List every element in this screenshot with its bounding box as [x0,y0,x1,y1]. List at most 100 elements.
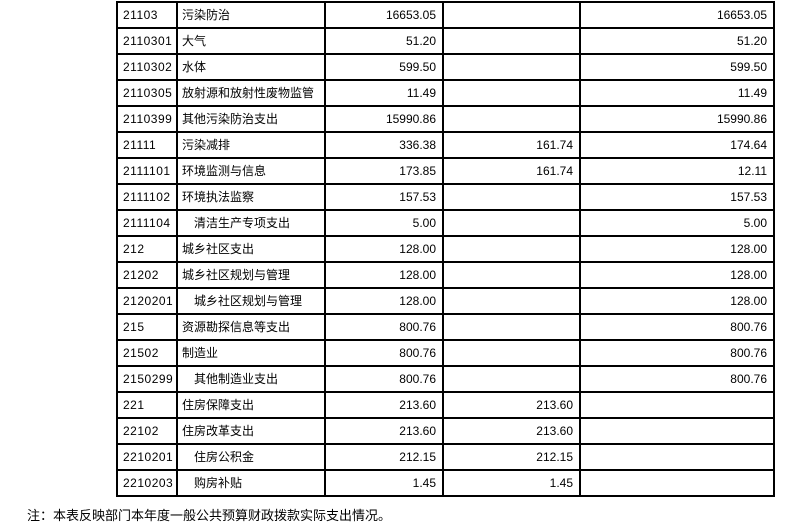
amount2-cell: 1.45 [442,469,581,497]
code-cell: 2150299 [116,365,178,393]
name-cell: 购房补贴 [176,469,326,497]
code-cell: 2110399 [116,105,178,133]
amount2-cell [442,53,581,81]
name-cell: 水体 [176,53,326,81]
amount3-cell: 128.00 [579,261,775,289]
amount1-cell: 11.49 [324,79,444,107]
amount3-cell: 800.76 [579,339,775,367]
amount2-cell [442,261,581,289]
amount2-cell: 213.60 [442,417,581,445]
code-cell: 215 [116,313,178,341]
name-cell: 环境监测与信息 [176,157,326,185]
amount2-cell [442,365,581,393]
amount1-cell: 173.85 [324,157,444,185]
amount1-cell: 15990.86 [324,105,444,133]
table-row: 2150299 其他制造业支出 800.76 800.76 [116,365,775,393]
amount1-cell: 212.15 [324,443,444,471]
code-cell: 21502 [116,339,178,367]
amount3-cell: 800.76 [579,365,775,393]
table-row: 2111101 环境监测与信息 173.85 161.74 12.11 [116,157,775,185]
table-row: 221 住房保障支出 213.60 213.60 [116,391,775,419]
name-cell: 放射源和放射性废物监管 [176,79,326,107]
amount3-cell: 11.49 [579,79,775,107]
name-cell: 城乡社区规划与管理 [176,261,326,289]
amount3-cell: 16653.05 [579,1,775,29]
code-cell: 221 [116,391,178,419]
amount1-cell: 128.00 [324,235,444,263]
table-row: 2111102 环境执法监察 157.53 157.53 [116,183,775,211]
table-row: 21111 污染减排 336.38 161.74 174.64 [116,131,775,159]
code-cell: 2110301 [116,27,178,55]
code-cell: 2110305 [116,79,178,107]
amount3-cell [579,443,775,471]
table-note: 注：本表反映部门本年度一般公共预算财政拨款实际支出情况。 [27,508,392,523]
amount2-cell [442,79,581,107]
amount2-cell: 161.74 [442,157,581,185]
name-cell: 城乡社区规划与管理 [176,287,326,315]
amount2-cell [442,105,581,133]
code-cell: 2210201 [116,443,178,471]
amount1-cell: 5.00 [324,209,444,237]
table-row: 22102 住房改革支出 213.60 213.60 [116,417,775,445]
amount1-cell: 800.76 [324,313,444,341]
amount3-cell: 5.00 [579,209,775,237]
amount2-cell [442,339,581,367]
code-cell: 2111101 [116,157,178,185]
name-cell: 资源勘探信息等支出 [176,313,326,341]
table-row: 21502 制造业 800.76 800.76 [116,339,775,367]
amount1-cell: 1.45 [324,469,444,497]
amount3-cell: 51.20 [579,27,775,55]
amount3-cell [579,391,775,419]
budget-table: 21103 污染防治 16653.05 16653.05 2110301 大气 51.20 5… [116,1,775,497]
table-row: 2110305 放射源和放射性废物监管 11.49 11.49 [116,79,775,107]
amount1-cell: 800.76 [324,339,444,367]
amount3-cell: 157.53 [579,183,775,211]
table-row: 2110302 水体 599.50 599.50 [116,53,775,81]
amount3-cell: 128.00 [579,235,775,263]
name-cell: 其他制造业支出 [176,365,326,393]
amount3-cell: 128.00 [579,287,775,315]
amount1-cell: 599.50 [324,53,444,81]
amount2-cell [442,27,581,55]
code-cell: 21202 [116,261,178,289]
code-cell: 21103 [116,1,178,29]
name-cell: 住房保障支出 [176,391,326,419]
code-cell: 21111 [116,131,178,159]
amount2-cell [442,235,581,263]
table-row: 2110301 大气 51.20 51.20 [116,27,775,55]
table-row: 2210203 购房补贴 1.45 1.45 [116,469,775,497]
amount3-cell: 599.50 [579,53,775,81]
table-row: 2210201 住房公积金 212.15 212.15 [116,443,775,471]
amount1-cell: 800.76 [324,365,444,393]
code-cell: 2111104 [116,209,178,237]
amount2-cell [442,287,581,315]
amount3-cell: 174.64 [579,131,775,159]
amount1-cell: 128.00 [324,287,444,315]
name-cell: 城乡社区支出 [176,235,326,263]
code-cell: 2210203 [116,469,178,497]
name-cell: 住房公积金 [176,443,326,471]
table-row: 21103 污染防治 16653.05 16653.05 [116,1,775,29]
code-cell: 2111102 [116,183,178,211]
table-row: 212 城乡社区支出 128.00 128.00 [116,235,775,263]
name-cell: 清洁生产专项支出 [176,209,326,237]
name-cell: 污染防治 [176,1,326,29]
code-cell: 2120201 [116,287,178,315]
amount2-cell: 161.74 [442,131,581,159]
amount1-cell: 128.00 [324,261,444,289]
amount1-cell: 213.60 [324,417,444,445]
amount3-cell: 800.76 [579,313,775,341]
amount2-cell [442,183,581,211]
amount3-cell: 15990.86 [579,105,775,133]
code-cell: 212 [116,235,178,263]
table-row: 21202 城乡社区规划与管理 128.00 128.00 [116,261,775,289]
amount2-cell: 212.15 [442,443,581,471]
amount1-cell: 51.20 [324,27,444,55]
amount1-cell: 213.60 [324,391,444,419]
name-cell: 污染减排 [176,131,326,159]
table-row: 2110399 其他污染防治支出 15990.86 15990.86 [116,105,775,133]
budget-table-body: 21103 污染防治 16653.05 16653.05 2110301 大气 51.20 5… [116,1,775,497]
amount3-cell: 12.11 [579,157,775,185]
name-cell: 其他污染防治支出 [176,105,326,133]
name-cell: 制造业 [176,339,326,367]
